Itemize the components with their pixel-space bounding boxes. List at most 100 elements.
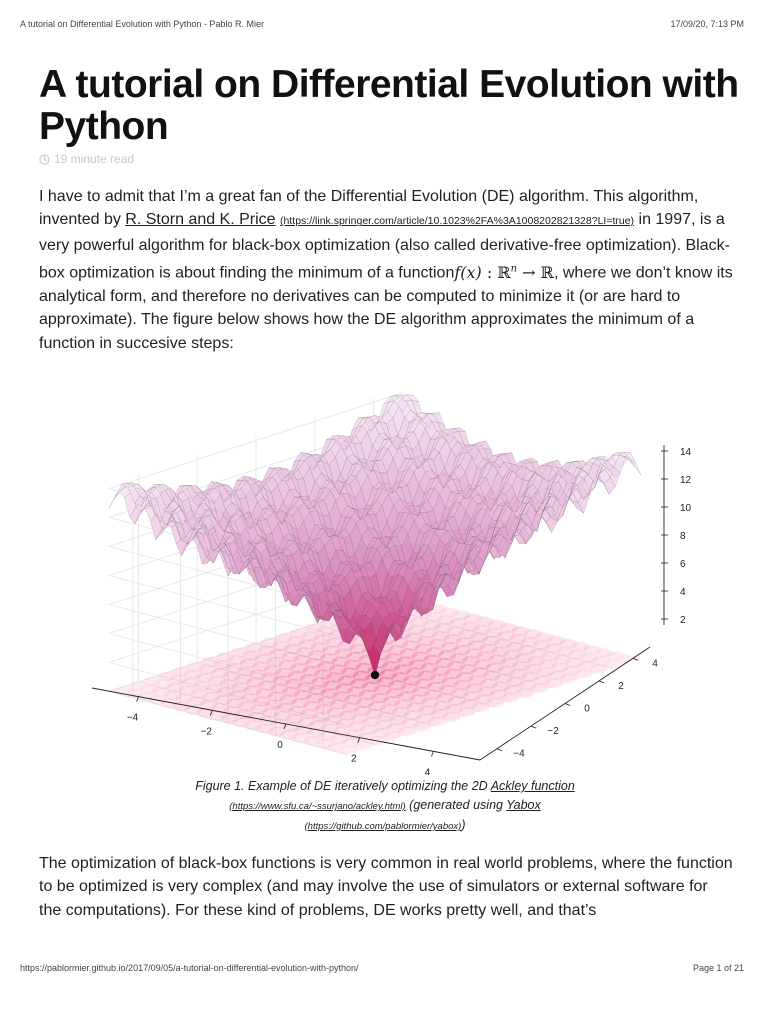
floor-contour-cell (356, 732, 375, 743)
y-tick-label: −4 (513, 749, 525, 760)
floor-contour-cell (273, 710, 292, 721)
floor-contour-cell (325, 637, 344, 648)
floor-contour-cell (492, 681, 510, 692)
floor-contour-cell (379, 669, 398, 680)
floor-contour-cell (515, 652, 534, 663)
floor-contour-cell (402, 640, 421, 651)
floor-contour-cell (237, 701, 256, 712)
floor-contour-cell (234, 674, 253, 685)
floor-contour-cell (228, 655, 247, 666)
x-tick-label: −4 (127, 713, 139, 724)
floor-contour-cell (583, 644, 601, 655)
floor-contour-cell (374, 720, 393, 731)
floor-contour-cell (249, 704, 268, 715)
floor-contour-cell (347, 721, 366, 732)
floor-contour-cell (291, 697, 310, 708)
floor-contour-cell (559, 638, 578, 649)
floor-contour-cell (269, 648, 288, 659)
floor-contour-cell (142, 676, 161, 687)
floor-contour-cell (529, 648, 548, 659)
floor-contour-cell (417, 635, 436, 646)
yabox-url[interactable]: (https://github.com/pablormier/yabox) (304, 821, 462, 832)
floor-contour-cell (467, 640, 486, 651)
floor-contour-cell (355, 662, 374, 673)
floor-contour-cell (352, 670, 371, 681)
floor-contour-cell (313, 634, 332, 645)
x-tick-label: 2 (351, 754, 357, 765)
floor-contour-cell (338, 675, 356, 686)
floor-contour-cell (261, 707, 280, 718)
y-tick-label: 0 (584, 704, 590, 715)
storn-price-link[interactable]: R. Storn and K. Price (125, 211, 276, 229)
floor-contour-cell (320, 688, 339, 699)
floor-contour-cell (261, 672, 279, 683)
floor-contour-cell (296, 647, 314, 658)
floor-contour-cell (242, 650, 261, 661)
floor-contour-cell (303, 701, 321, 712)
floor-contour-cell (202, 691, 221, 702)
floor-contour-cell (350, 713, 369, 724)
floor-contour-cell (187, 696, 206, 707)
floor-contour-cell (326, 672, 345, 683)
floor-contour-cell (496, 630, 515, 641)
x-tick (209, 710, 213, 716)
floor-contour-cell (462, 691, 481, 702)
floor-contour-cell (178, 685, 197, 696)
floor-contour-cell (286, 636, 305, 647)
surface-patch (108, 490, 121, 509)
floor-contour-cell (225, 663, 244, 674)
floor-contour-cell (435, 657, 454, 668)
floor-contour-cell (447, 696, 466, 707)
floor-contour-cell (256, 723, 275, 734)
floor-contour-cell (594, 648, 613, 659)
floor-contour-cell (426, 646, 445, 657)
floor-contour-cell (270, 683, 289, 694)
floor-contour-cell (359, 689, 377, 700)
floor-contour-cell (538, 659, 557, 670)
floor-contour-cell (317, 696, 336, 707)
floor-contour-cell (441, 676, 460, 687)
floor-contour-cell (294, 724, 313, 735)
floor-contour-cell (300, 709, 319, 720)
floor-contour-cell (427, 716, 446, 727)
floor-contour-cell (228, 690, 247, 701)
floor-contour-cell (414, 643, 433, 654)
floor-contour-cell (406, 702, 425, 713)
floor-contour-cell (193, 680, 212, 691)
floor-contour-cell (452, 610, 471, 621)
floor-contour-cell (335, 683, 354, 694)
floor-contour-cell (482, 670, 501, 681)
floor-contour-cell (278, 659, 297, 670)
floor-contour-cell (450, 688, 469, 699)
floor-contour-cell (471, 667, 489, 678)
floor-contour-cell (415, 678, 433, 689)
floor-contour-cell (494, 638, 513, 649)
floor-contour-cell (482, 635, 501, 646)
ackley-function-url[interactable]: (https://www.sfu.ca/~ssurjano/ackley.htm… (229, 801, 406, 812)
floor-contour-cell (589, 663, 608, 674)
floor-contour-cell (240, 693, 259, 704)
floor-contour-cell (480, 678, 499, 689)
floor-contour-cell (506, 641, 524, 652)
x-tick (357, 737, 361, 743)
floor-contour-cell (308, 685, 327, 696)
floor-contour-cell (279, 694, 298, 705)
ackley-function-link[interactable]: Ackley function (490, 779, 575, 793)
floor-contour-cell (329, 699, 348, 710)
floor-contour-cell (332, 691, 351, 702)
floor-contour-cell (260, 637, 279, 648)
floor-contour-cell (314, 669, 333, 680)
yabox-link[interactable]: Yabox (506, 798, 541, 812)
y-tick (530, 725, 537, 729)
floor-contour-cell (231, 682, 250, 693)
floor-contour-cell (468, 675, 487, 686)
floor-contour-cell (383, 731, 402, 742)
floor-contour-cell (405, 667, 424, 678)
floor-contour-cell (501, 692, 520, 703)
floor-contour-cell (216, 652, 235, 663)
floor-contour-cell (139, 684, 158, 695)
floor-contour-cell (434, 622, 453, 633)
floor-contour-cell (310, 642, 329, 653)
floor-contour-cell (226, 698, 244, 709)
storn-price-url[interactable]: (https://link.springer.com/article/10.10… (280, 215, 635, 228)
